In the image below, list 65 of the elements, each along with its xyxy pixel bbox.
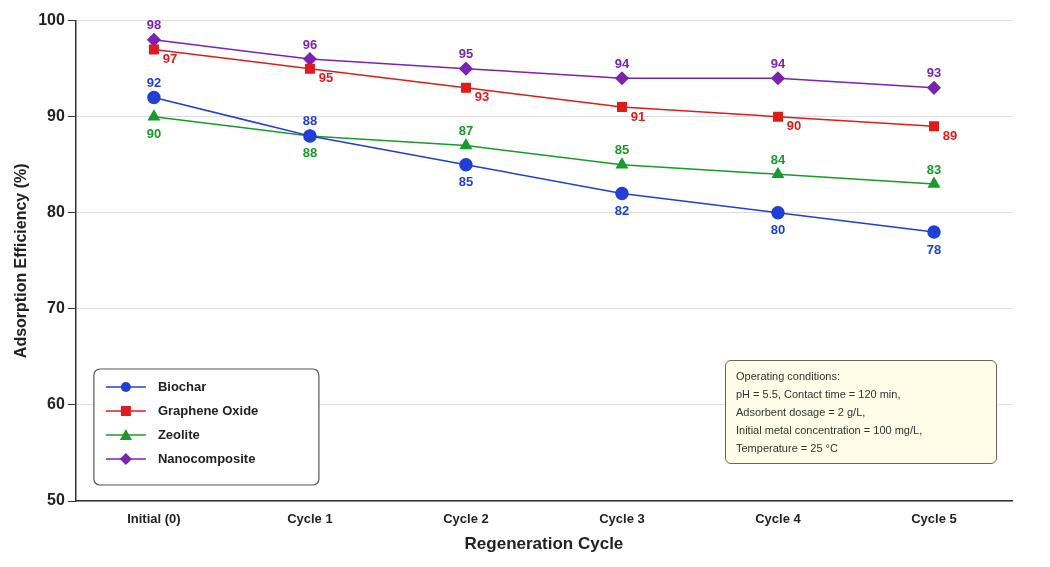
- data-label: 80: [770, 222, 786, 238]
- data-label: 94: [614, 55, 630, 71]
- legend-label: Nanocomposite: [157, 450, 256, 466]
- legend-label: Biochar: [157, 378, 207, 394]
- x-tick-label: Cycle 4: [755, 511, 802, 527]
- data-label: 93: [926, 65, 942, 81]
- x-axis-title: Regeneration Cycle: [464, 534, 624, 554]
- data-label: 85: [458, 174, 474, 190]
- point: [460, 82, 471, 93]
- y-tick-label: 100: [38, 11, 65, 29]
- x-tick-label: Cycle 2: [443, 511, 489, 527]
- x-tick-label: Initial (0): [127, 511, 181, 527]
- data-label: 78: [926, 241, 942, 257]
- data-label: 82: [614, 203, 630, 219]
- data-label: 84: [770, 151, 786, 167]
- note-box: Operating conditions: pH = 5.5, Contact time = 120 min, Adsorbent dosage = 2 g/L, Initial metal concentration = 100 mg/L, Temperature = 25 °C: [725, 360, 997, 464]
- data-label: 88: [302, 113, 318, 129]
- y-tick-label: 50: [47, 491, 65, 509]
- y-tick-label: 70: [47, 299, 65, 317]
- x-tick-label: Cycle 5: [911, 511, 957, 527]
- point: [772, 111, 783, 122]
- point: [771, 206, 785, 220]
- y-axis-title: Adsorption Efficiency (%): [12, 163, 30, 359]
- point: [616, 102, 627, 113]
- point: [459, 138, 472, 150]
- x-tick-label: Cycle 1: [287, 511, 333, 527]
- data-label: 89: [942, 127, 958, 143]
- point: [615, 186, 629, 201]
- data-label: 92: [146, 75, 162, 91]
- point: [147, 33, 161, 47]
- y-tick-label: 60: [47, 395, 65, 413]
- data-label: 93: [474, 89, 490, 105]
- data-label: 90: [146, 126, 162, 142]
- point: [616, 157, 628, 169]
- data-label: 85: [614, 142, 630, 158]
- y-tick-label: 90: [47, 107, 65, 125]
- data-label: 95: [458, 46, 474, 62]
- point: [928, 177, 940, 188]
- point: [304, 63, 315, 74]
- data-label: 95: [318, 70, 334, 86]
- data-label: 90: [786, 118, 802, 134]
- data-label: 97: [162, 51, 178, 66]
- point: [147, 109, 160, 121]
- point: [148, 44, 159, 55]
- data-label: 98: [146, 17, 162, 33]
- data-label: 87: [458, 123, 474, 139]
- legend-label: Zeolite: [157, 426, 200, 442]
- data-label: 91: [630, 108, 646, 124]
- point: [147, 90, 161, 105]
- point: [927, 81, 941, 95]
- point: [929, 121, 939, 132]
- point: [615, 71, 629, 85]
- data-label: 83: [926, 161, 942, 177]
- data-label: 94: [770, 55, 786, 71]
- point: [927, 225, 941, 239]
- data-label: 88: [302, 145, 318, 161]
- legend-label: Graphene Oxide: [157, 402, 259, 418]
- point: [303, 52, 317, 66]
- x-tick-label: Cycle 3: [599, 511, 645, 527]
- point: [772, 167, 784, 179]
- point: [459, 61, 473, 76]
- point: [771, 71, 785, 85]
- data-label: 96: [302, 36, 318, 52]
- y-tick-label: 80: [47, 203, 65, 221]
- point: [459, 157, 473, 172]
